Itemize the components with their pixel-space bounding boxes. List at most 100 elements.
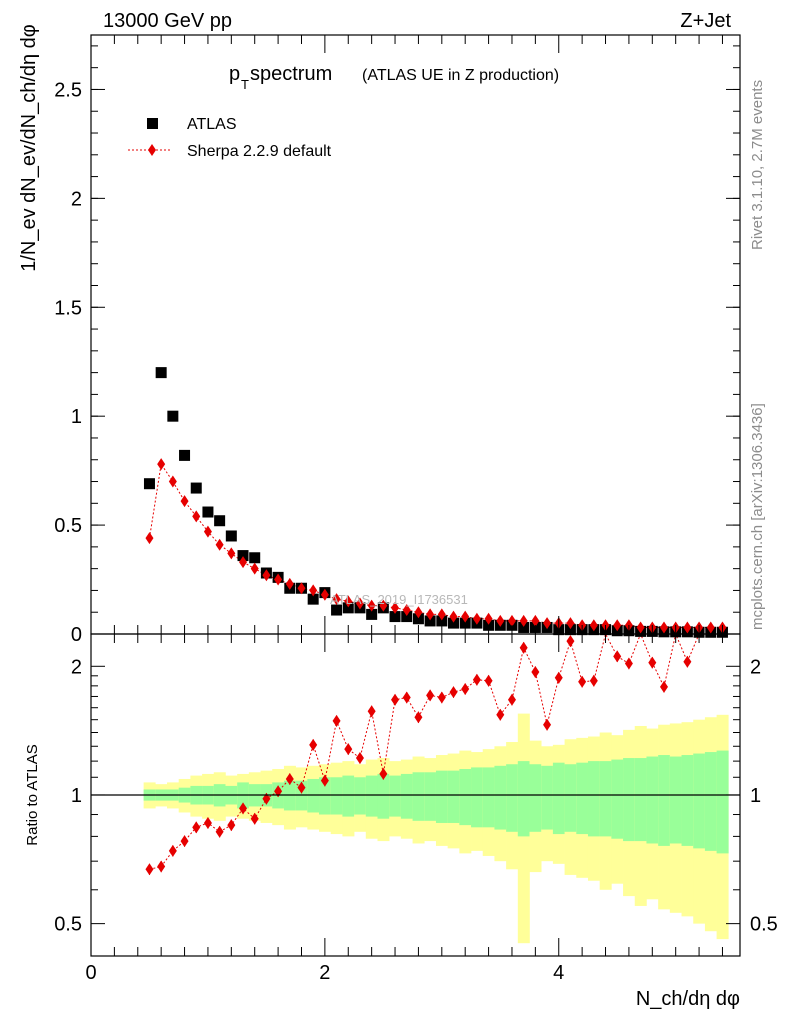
- mc-point: [437, 608, 446, 621]
- band-stat-bin: [330, 777, 343, 815]
- ratio-mc-point: [344, 743, 353, 756]
- mc-point: [320, 588, 329, 601]
- data-point: [249, 552, 261, 564]
- ratio-mc-point: [683, 655, 692, 668]
- analysis-watermark: ATLAS_2019_I1736531: [330, 592, 468, 607]
- band-stat-bin: [377, 773, 390, 819]
- data-point: [331, 604, 343, 616]
- data-point: [190, 482, 202, 494]
- data-point: [214, 515, 226, 527]
- ratio-mc-point: [355, 752, 364, 765]
- data-point: [202, 506, 214, 518]
- band-stat-bin: [517, 761, 530, 837]
- mc-point: [250, 562, 259, 575]
- mc-point: [461, 610, 470, 623]
- band-stat-bin: [447, 770, 460, 823]
- ratio-mc-point: [484, 674, 493, 687]
- mc-point: [332, 593, 341, 606]
- ratio-mc-point: [554, 671, 563, 684]
- mc-point: [367, 599, 376, 612]
- mc-point: [613, 619, 622, 632]
- ratio-mc-points: [145, 632, 723, 876]
- ratio-mc-point: [472, 673, 481, 686]
- band-stat-bin: [389, 775, 402, 817]
- mcplots-label: mcplots.cern.ch [arXiv:1306.3436]: [749, 403, 766, 630]
- mc-point: [180, 495, 189, 508]
- ratio-mc-point: [566, 635, 575, 648]
- mc-point: [543, 617, 552, 630]
- axis-ticks: 0 0.5 1 1.5 2 2.5 0 2 4 0.5 0.5 1 1 2 2: [54, 35, 778, 984]
- mc-point: [227, 547, 236, 560]
- x-tick-label: 0: [85, 962, 96, 984]
- ratio-mc-point: [145, 863, 154, 876]
- mc-point: [203, 525, 212, 538]
- energy-label: 13000 GeV pp: [103, 10, 232, 32]
- mc-point: [519, 614, 528, 627]
- mc-point: [531, 614, 540, 627]
- ratio-mc-point: [531, 665, 540, 678]
- data-point: [448, 617, 460, 629]
- mc-point: [496, 614, 505, 627]
- y-tick-label: 0: [71, 624, 82, 646]
- x-axis-title: N_ch/dη dφ: [636, 988, 740, 1010]
- mc-point: [589, 619, 598, 632]
- data-point: [237, 550, 249, 562]
- mc-point: [659, 621, 668, 634]
- ratio-mc-point: [648, 656, 657, 669]
- mc-point: [309, 584, 318, 597]
- y-tick-label: 2.5: [54, 79, 82, 101]
- mc-point: [484, 612, 493, 625]
- band-stat-bin: [646, 756, 659, 844]
- band-stat-bin: [529, 764, 542, 832]
- band-stat-bin: [459, 769, 472, 826]
- data-point: [424, 615, 436, 627]
- band-stat-bin: [704, 752, 717, 851]
- ratio-mc-point: [168, 844, 177, 857]
- ratio-mc-point: [262, 792, 271, 805]
- band-stat-bin: [482, 767, 495, 828]
- band-stat-bin: [319, 777, 332, 815]
- mc-point: [426, 608, 435, 621]
- band-stat-bin: [506, 764, 519, 832]
- ratio-y-tick-label-right: 1: [750, 785, 761, 807]
- y-tick-label: 2: [71, 188, 82, 210]
- data-point: [401, 611, 413, 623]
- ratio-mc-point: [437, 691, 446, 704]
- ratio-mc-point: [659, 680, 668, 693]
- ratio-mc-point: [402, 691, 411, 704]
- ratio-mc-point: [203, 816, 212, 829]
- band-stat-bin: [693, 753, 706, 849]
- band-stat-bin: [599, 761, 612, 837]
- ratio-mc-point: [543, 718, 552, 731]
- mc-point: [683, 621, 692, 634]
- band-stat-bin: [587, 761, 600, 837]
- data-point: [459, 617, 471, 629]
- mc-point: [215, 538, 224, 551]
- legend-data-label: ATLAS: [187, 116, 237, 133]
- mc-point: [157, 458, 166, 471]
- band-stat-bin: [400, 773, 413, 819]
- mc-point: [285, 577, 294, 590]
- data-point: [143, 478, 155, 490]
- data-point: [366, 608, 378, 620]
- data-point: [436, 615, 448, 627]
- x-tick-label: 2: [319, 962, 330, 984]
- data-point: [564, 624, 576, 636]
- band-stat-bin: [365, 775, 378, 817]
- y-tick-label: 1.5: [54, 297, 82, 319]
- ratio-uncertainty-bands: [143, 713, 729, 944]
- ratio-y-tick-label-left: 0.5: [54, 914, 82, 936]
- legend-mc-marker: [148, 144, 156, 156]
- plot-title-subscript: T: [241, 77, 249, 92]
- band-stat-bin: [576, 762, 589, 835]
- ratio-y-tick-label-right: 2: [750, 656, 761, 678]
- band-stat-bin: [658, 755, 671, 846]
- ratio-mc-point: [379, 767, 388, 780]
- ratio-mc-point: [589, 674, 598, 687]
- mc-point: [566, 617, 575, 630]
- y-axis-title-main: 1/N_ev dN_ev/dN_ch/dη dφ: [18, 24, 40, 272]
- mc-point: [168, 475, 177, 488]
- plot-title-paren: (ATLAS UE in Z production): [362, 67, 559, 84]
- ratio-mc-point: [285, 772, 294, 785]
- mc-point: [379, 599, 388, 612]
